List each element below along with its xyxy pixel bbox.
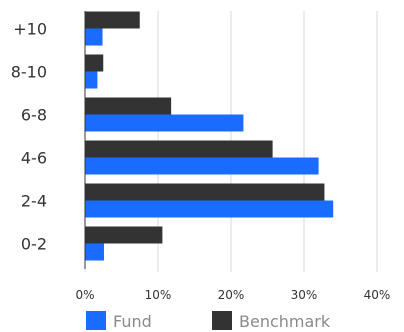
legend-swatch-fund (86, 311, 106, 330)
legend-label-benchmark: Benchmark (239, 312, 331, 331)
bars (85, 11, 334, 261)
legend-swatch-benchmark (212, 311, 232, 330)
bar-fund-2-4 (85, 200, 334, 218)
category-label: 6-8 (21, 106, 47, 125)
category-label: 4-6 (21, 149, 47, 168)
category-label: 0-2 (21, 235, 47, 254)
bar-fund-4-6 (85, 157, 319, 175)
x-tick-label: 0% (75, 288, 94, 302)
bar-benchmark-8-10 (85, 54, 104, 72)
legend-label-fund: Fund (113, 312, 152, 331)
legend: Fund Benchmark (86, 311, 331, 331)
bar-benchmark-0-2 (85, 226, 163, 244)
bar-fund-6-8 (85, 114, 244, 132)
category-label: 2-4 (21, 192, 47, 211)
bar-benchmark-+10 (85, 11, 140, 29)
labels: 0% 10% 20% 30% 40% +10 8-10 6-8 4-6 2-4 0-2 (11, 20, 391, 303)
bar-benchmark-4-6 (85, 140, 273, 158)
x-tick-label: 10% (145, 288, 172, 302)
x-tick-label: 40% (364, 288, 391, 302)
bar-benchmark-2-4 (85, 183, 325, 201)
bar-fund-0-2 (85, 243, 104, 261)
category-label: 8-10 (11, 63, 47, 82)
category-label: +10 (13, 20, 47, 39)
x-tick-label: 30% (291, 288, 318, 302)
x-tick-label: 20% (218, 288, 245, 302)
bar-fund-8-10 (85, 71, 98, 89)
bar-fund-+10 (85, 28, 103, 46)
bar-benchmark-6-8 (85, 97, 172, 115)
